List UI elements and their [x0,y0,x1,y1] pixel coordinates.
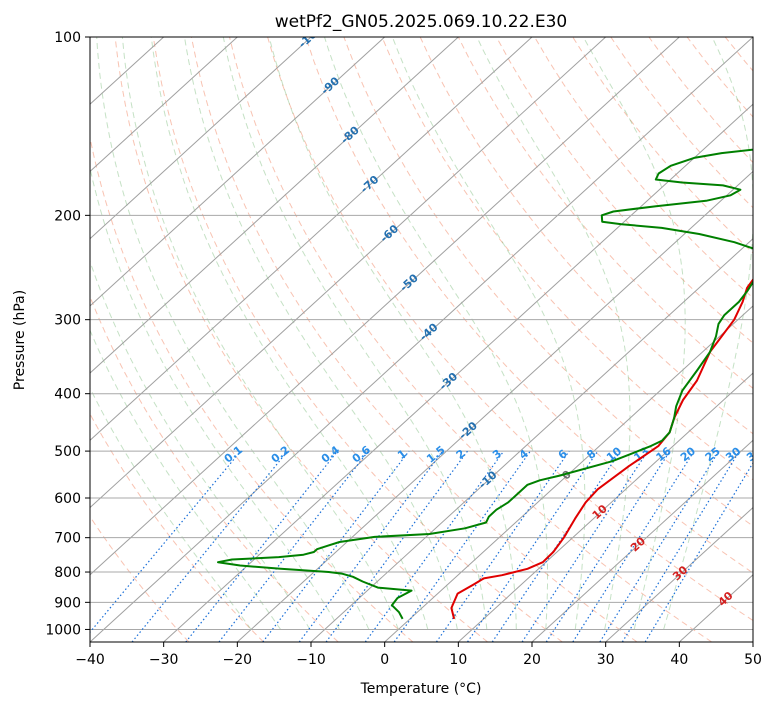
isotherm-line [90,37,459,374]
isotherm-line [90,37,312,240]
moist-adiabat-line [268,37,517,630]
moist-adiabat-line [222,37,488,630]
isotherm-line [90,37,607,509]
dry-adiabat-line [190,37,638,642]
x-tick-label: −10 [296,652,326,668]
x-tick-label: 50 [744,652,762,668]
y-tick-label: 300 [54,313,81,329]
isotherm-line [90,37,238,173]
dry-adiabat-line [229,37,712,642]
isotherm-line [90,37,533,442]
dry-adiabat-line [152,37,563,642]
mixing-ratio-line [218,450,369,642]
y-axis-title: Pressure (hPa) [12,290,28,390]
dry-adiabat-line [305,37,753,574]
y-tick-label: 400 [54,387,81,403]
mixing-ratio-line [393,450,531,642]
mixing-ratio-line [467,450,599,642]
moist-adiabat-line [663,37,753,630]
dry-adiabat-line [90,515,190,642]
x-tick-label: −20 [223,652,253,668]
isotherm-line [605,506,753,642]
moist-adiabat-line [96,37,370,630]
mixing-ratio-line [599,450,720,642]
isotherm-line [310,237,753,642]
x-tick-label: 20 [523,652,541,668]
plot-frame [89,36,754,643]
dewpoint-profile-line [217,148,753,620]
isotherm-line [531,439,753,642]
isotherm-line [90,37,386,307]
moist-adiabat-line [324,37,548,630]
dry-adiabat-line [114,37,488,642]
dry-adiabat-line [495,37,753,344]
dry-adiabat-line [534,37,753,299]
mixing-ratio-line [621,450,740,642]
isotherm-line [384,305,753,642]
dry-adiabat-line [419,37,753,435]
moist-adiabat-line [391,37,586,630]
dry-adiabat-line [381,37,753,481]
dry-adiabat-line [343,37,753,527]
x-tick-label: −30 [149,652,179,668]
mixing-ratio-line [435,450,570,642]
y-tick-label: 500 [54,444,81,460]
y-tick-label: 1000 [45,622,81,638]
isotherm-line [163,103,753,642]
moist-adiabat-line [582,37,686,630]
x-tick-label: 40 [670,652,688,668]
y-tick-label: 900 [54,595,81,611]
mixing-ratio-label: 36 [744,444,764,464]
profile-series [217,148,753,620]
dry-adiabat-line [457,37,753,389]
mixing-ratio-line [185,450,339,642]
isotherm-line [457,372,753,642]
moist-adiabat-line [476,37,631,630]
moist-adiabat-line [90,329,281,630]
y-tick-label: 600 [54,491,81,507]
x-tick-label: 0 [380,652,389,668]
moist-adiabat-line [90,387,252,630]
moist-adiabat-line [150,37,429,630]
moist-adiabat-line [90,259,311,630]
x-tick-label: −40 [75,652,105,668]
axis-ticks: −40 −30 −20 −10 0 10 20 30 40 50 1000 900 800 700 600 5… [45,30,762,668]
x-tick-label: 10 [449,652,467,668]
moist-adiabat-line [184,37,458,630]
y-tick-label: 700 [54,531,81,547]
mixing-ratio-line [262,450,410,642]
mixing-ratio-line [131,450,289,642]
x-tick-label: 30 [597,652,615,668]
y-tick-label: 200 [54,208,81,224]
mixing-ratio-line [364,450,505,642]
dry-adiabat-line [90,135,414,642]
y-tick-label: 800 [54,565,81,581]
isotherm-line [90,37,753,642]
y-tick-label: 100 [54,30,81,46]
mixing-ratio-line [644,461,753,642]
mixing-ratio-line [572,450,695,642]
mixing-ratio-line [90,450,242,634]
dry-adiabat-line [267,37,753,622]
x-axis-title: Temperature (°C) [360,681,482,697]
isotherm-line [90,37,680,576]
dry-adiabat-line [90,412,264,642]
chart-title: wetPf2_GN05.2025.069.10.22.E30 [275,12,567,32]
